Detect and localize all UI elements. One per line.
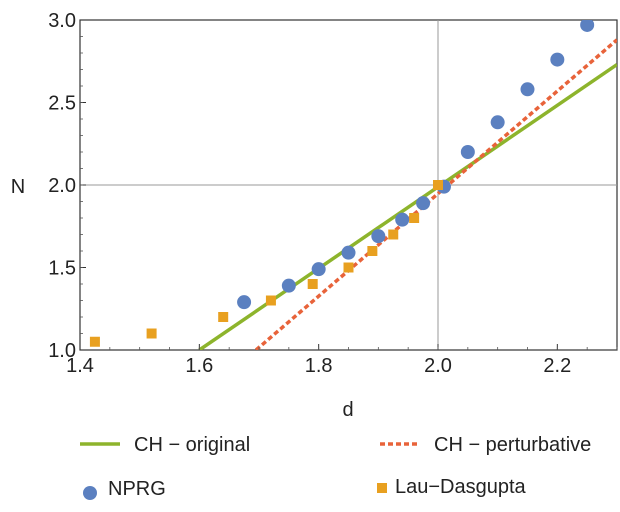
series-0 <box>198 63 617 350</box>
data-point-circle <box>520 82 535 97</box>
data-point-square <box>343 262 354 273</box>
x-tick-label: 2.0 <box>424 355 452 377</box>
data-point-square <box>265 295 276 306</box>
legend: CH − original CH − perturbative NPRG Lau−Da… <box>80 434 591 500</box>
legend-item-1: CH − perturbative <box>380 434 591 456</box>
x-tick-label: 1.6 <box>185 355 213 377</box>
series-1 <box>254 38 617 350</box>
data-point-circle <box>281 278 296 293</box>
series-3 <box>89 180 443 347</box>
x-tick-label: 2.2 <box>543 355 571 377</box>
data-point-circle <box>580 20 595 32</box>
data-point-circle <box>416 196 431 211</box>
legend-swatch-circle <box>83 486 97 500</box>
series-2 <box>237 20 595 310</box>
data-point-circle <box>395 212 410 227</box>
data-point-circle <box>460 145 475 159</box>
series-line <box>254 38 617 350</box>
data-point-circle <box>371 229 386 244</box>
series-line <box>198 63 617 350</box>
series-layer <box>89 20 617 350</box>
data-point-square <box>433 180 443 190</box>
y-tick-label: 2.0 <box>48 175 76 197</box>
data-point-circle <box>550 52 565 67</box>
x-axis-label: d <box>342 399 353 421</box>
legend-label: CH − perturbative <box>434 434 591 456</box>
legend-item-3: Lau−Dasgupta <box>377 476 527 498</box>
legend-item-2: NPRG <box>83 478 166 500</box>
legend-item-0: CH − original <box>80 434 250 456</box>
x-tick-label: 1.8 <box>305 355 333 377</box>
data-point-square <box>367 246 378 256</box>
data-point-square <box>218 312 229 322</box>
data-point-circle <box>490 115 505 130</box>
data-point-square <box>409 213 420 223</box>
data-point-circle <box>341 245 356 260</box>
legend-label: Lau−Dasgupta <box>395 476 527 498</box>
x-tick-label: 1.4 <box>66 355 94 377</box>
y-axis-label: N <box>11 176 25 198</box>
reference-lines <box>80 20 617 350</box>
data-point-square <box>307 279 318 289</box>
data-point-square <box>146 328 157 339</box>
y-tick-label: 3.0 <box>48 10 76 32</box>
y-tick-label: 2.5 <box>48 93 76 115</box>
legend-label: NPRG <box>108 478 166 500</box>
data-point-circle <box>311 262 326 277</box>
data-point-square <box>388 229 399 240</box>
tick-layer: 1.4 1.6 1.8 2.0 2.2 1.0 1.5 2.0 2.5 3.0 <box>48 10 618 377</box>
y-tick-label: 1.0 <box>48 340 76 362</box>
data-point-circle <box>237 295 252 310</box>
legend-label: CH − original <box>134 434 250 456</box>
legend-swatch-square <box>377 483 387 493</box>
y-tick-label: 1.5 <box>48 258 76 280</box>
data-point-square <box>89 336 100 347</box>
